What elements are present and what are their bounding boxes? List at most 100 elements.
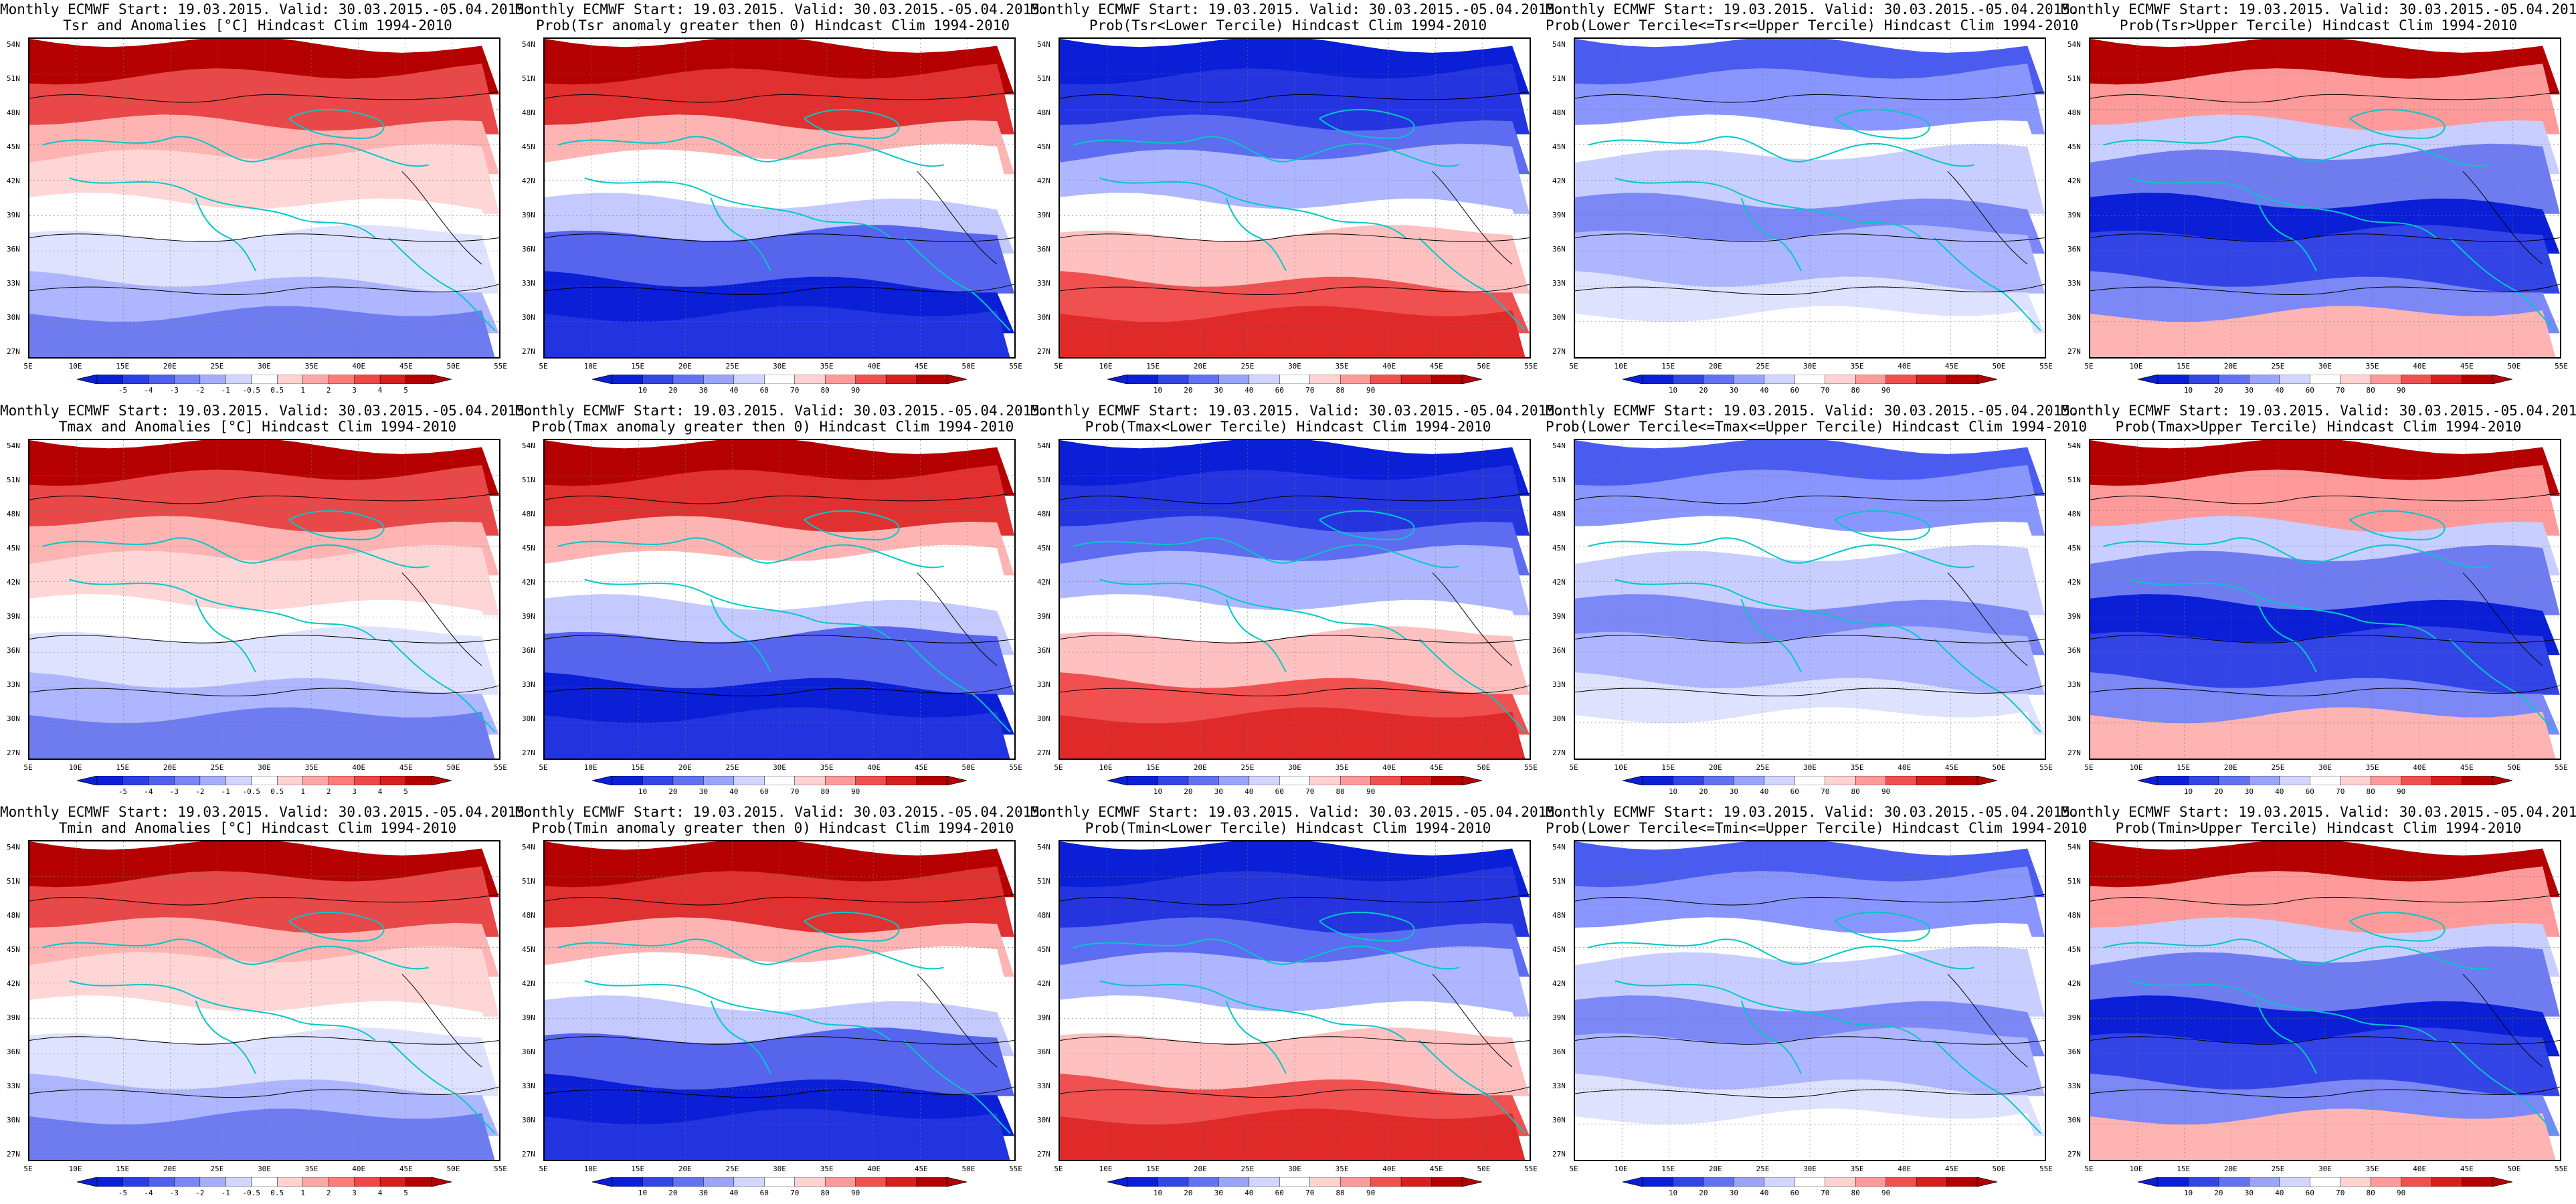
contour-line <box>545 1036 1014 1045</box>
colorbar-swatch <box>1158 776 1189 785</box>
field-band <box>1060 707 1526 759</box>
longitude-label: 20E <box>1708 362 1722 371</box>
colorbar-swatch <box>1249 776 1281 785</box>
colorbar-swatch <box>2431 1177 2463 1187</box>
colorbar-swatch <box>672 1177 705 1187</box>
colorbar-swatches <box>2138 1177 2512 1187</box>
longitude-label: 25E <box>1240 1165 1255 1173</box>
colorbar-swatch <box>96 776 124 785</box>
longitude-label: 45E <box>2460 763 2474 772</box>
panel-title-line1: Monthly ECMWF Start: 19.03.2015. Valid: … <box>515 804 1048 820</box>
colorbar <box>1623 776 1997 785</box>
colorbar-arrow-left <box>1623 1177 1643 1187</box>
longitude-label: 30E <box>1288 763 1301 772</box>
colorbar-swatch <box>1946 375 1978 384</box>
colorbar-swatch <box>916 1177 947 1187</box>
colorbar-arrow-left <box>77 776 98 785</box>
colorbar-swatch <box>1764 776 1796 785</box>
colorbar <box>1107 1177 1482 1187</box>
longitude-label: 25E <box>2271 1165 2285 1173</box>
latitude-label: 54N <box>7 843 20 851</box>
latitude-label: 27N <box>1037 748 1050 757</box>
colorbar-tick-label: 60 <box>2305 386 2314 395</box>
colorbar-swatch <box>276 1177 304 1187</box>
longitude-label: 50E <box>1992 362 2006 371</box>
latitude-label: 48N <box>522 108 535 117</box>
latitude-label: 42N <box>1037 177 1050 185</box>
contour-line <box>2462 572 2543 666</box>
longitude-label: 5E <box>1054 763 1063 772</box>
colorbar-swatch <box>1673 776 1704 785</box>
panel-title-line2: Prob(Lower Tercile<=Tmax<=Upper Tercile)… <box>1546 419 2088 435</box>
longitude-label: 30E <box>258 1165 271 1173</box>
map-frame <box>543 439 1016 760</box>
coastline <box>1073 537 1459 569</box>
contour-line <box>2090 1036 2560 1045</box>
colorbar-swatch <box>885 776 917 785</box>
panel-title-line2: Prob(Tsr anomaly greater then 0) Hindcas… <box>535 17 1010 33</box>
latitude-label: 45N <box>522 544 535 553</box>
longitude-label: 20E <box>2223 763 2237 772</box>
latitude-label: 27N <box>1037 347 1050 356</box>
longitude-label: 5E <box>539 362 548 371</box>
colorbar-swatch <box>1218 375 1250 384</box>
colorbar-swatch <box>354 375 381 384</box>
colorbar-swatch <box>1734 776 1765 785</box>
colorbar-tick-label: 30 <box>2244 787 2253 796</box>
coastline <box>710 197 771 272</box>
latitude-label: 45N <box>2067 945 2081 954</box>
field-band <box>1060 225 1530 294</box>
latitude-label: 45N <box>7 544 20 553</box>
panel-title-line1: Monthly ECMWF Start: 19.03.2015. Valid: … <box>515 403 1048 419</box>
contour-line <box>1575 635 2045 643</box>
latitude-label: 30N <box>2067 714 2081 723</box>
colorbar-swatch <box>2370 375 2402 384</box>
colorbar-swatch <box>276 375 304 384</box>
colorbar-tick-label: -2 <box>195 787 205 796</box>
colorbar-swatch <box>276 776 304 785</box>
coastline <box>1588 938 1974 970</box>
colorbar-tick-label: 40 <box>2275 1189 2284 1197</box>
coastline <box>69 579 376 640</box>
colorbar-tick-label: -0.5 <box>242 787 261 796</box>
colorbar-tick-label: 10 <box>1153 386 1163 395</box>
colorbar <box>592 776 967 785</box>
panel-title-line1: Monthly ECMWF Start: 19.03.2015. Valid: … <box>0 1 533 17</box>
map-panel: Monthly ECMWF Start: 19.03.2015. Valid: … <box>1030 803 1564 1204</box>
longitude-label: 55E <box>2555 763 2568 772</box>
colorbar-swatch <box>2340 1177 2371 1187</box>
field-band <box>545 707 1010 759</box>
longitude-label: 5E <box>1054 1165 1063 1173</box>
longitude-label: 55E <box>494 763 507 772</box>
latitude-label: 36N <box>522 1047 535 1056</box>
latitude-label: 27N <box>1552 748 1566 757</box>
map-field <box>1060 440 1530 759</box>
colorbar-tick-label: 0.5 <box>270 386 284 395</box>
longitude-label: 30E <box>2318 362 2332 371</box>
longitude-label: 30E <box>258 763 271 772</box>
latitude-label: 54N <box>7 441 20 450</box>
colorbar-tick-label: -3 <box>169 386 179 395</box>
coastline <box>1319 108 1415 139</box>
contour-line <box>2090 284 2560 296</box>
coastline <box>1225 197 1287 272</box>
map-frame <box>1059 37 1531 359</box>
longitude-label: 55E <box>1524 763 1538 772</box>
colorbar-swatch <box>2157 375 2189 384</box>
map-panel: Monthly ECMWF Start: 19.03.2015. Valid: … <box>2061 0 2576 401</box>
colorbar-swatch <box>2218 1177 2250 1187</box>
latitude-label: 36N <box>1037 1047 1050 1056</box>
coastline <box>1834 108 1930 139</box>
colorbar-swatch <box>733 1177 765 1187</box>
colorbar-swatch <box>405 776 432 785</box>
colorbar-arrow-left <box>77 375 98 384</box>
longitude-label: 55E <box>2039 362 2053 371</box>
longitude-label: 50E <box>2507 763 2521 772</box>
colorbar-tick-label: 90 <box>851 1189 860 1197</box>
colorbar-arrow-left <box>592 375 613 384</box>
coastline <box>2103 537 2490 569</box>
colorbar-swatch <box>1188 1177 1220 1187</box>
colorbar-swatch <box>703 1177 735 1187</box>
colorbar-swatch <box>2157 776 2189 785</box>
longitude-label: 25E <box>725 1165 739 1173</box>
